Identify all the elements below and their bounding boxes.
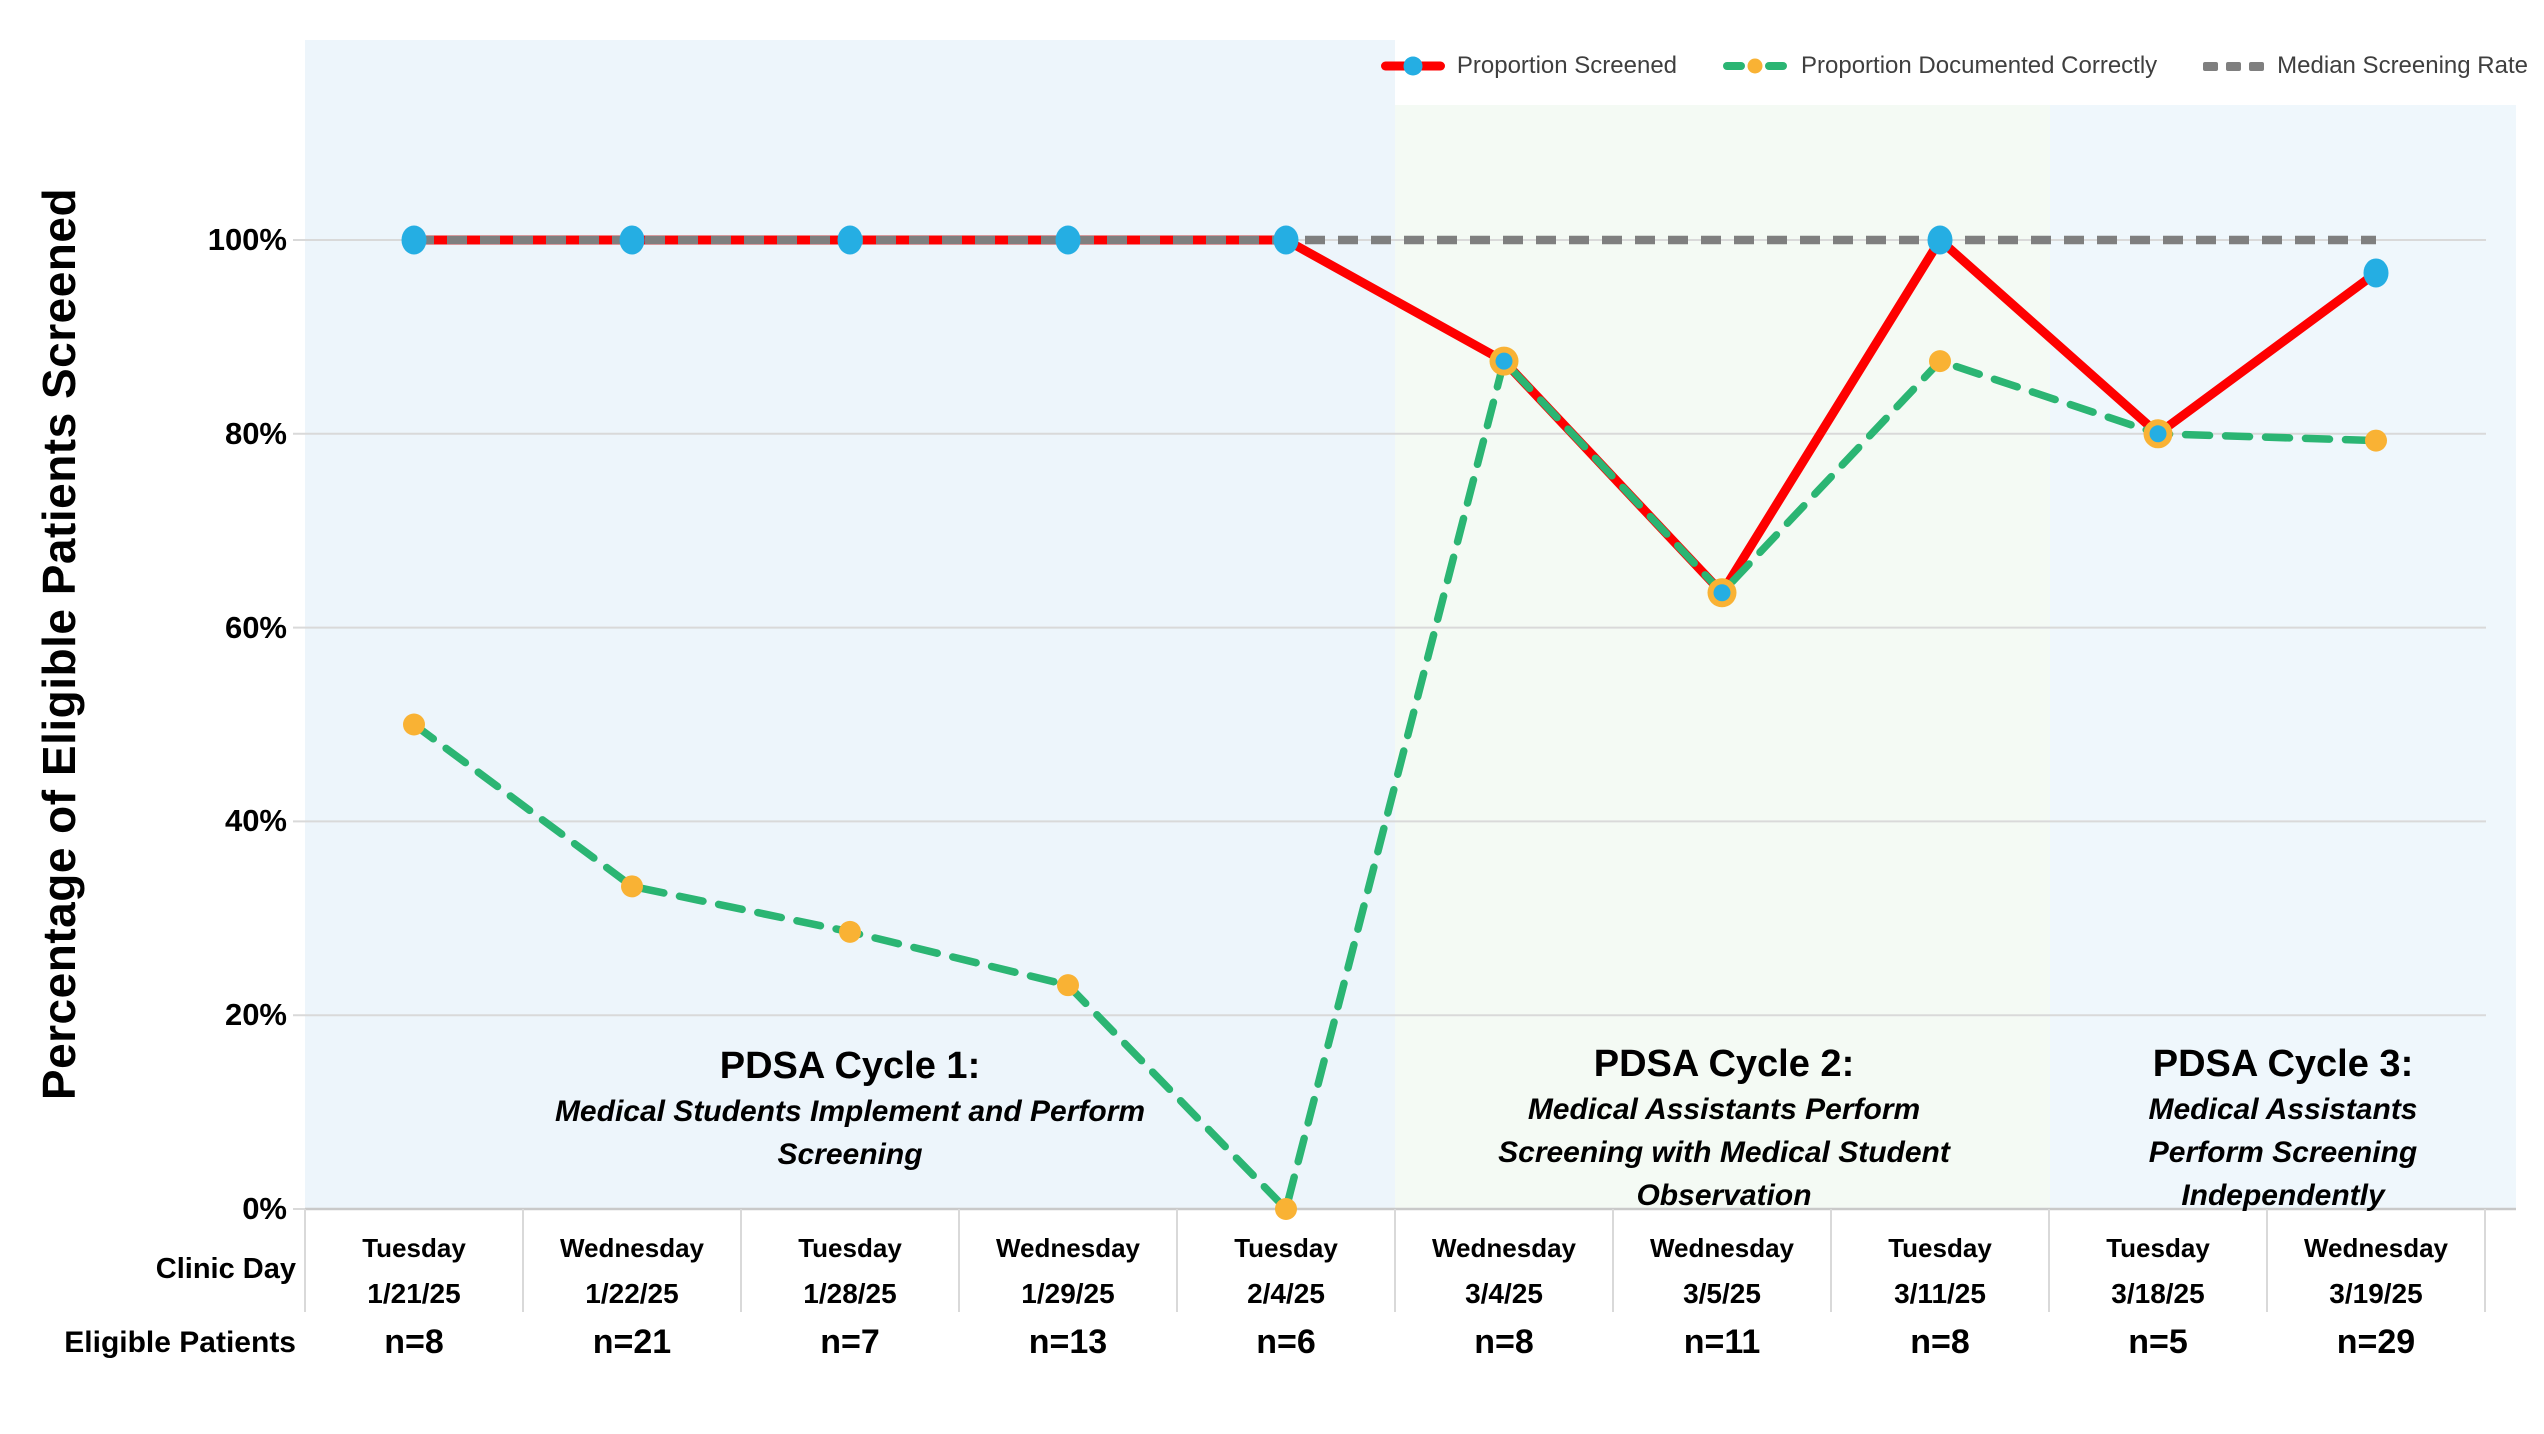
screened-marker [837,225,863,255]
column-1-date: 1/21/25 [367,1278,461,1309]
column-4-day: Wednesday [995,1233,1140,1263]
column-9-day: Tuesday [2106,1233,2210,1263]
column-4-n: n=13 [1028,1323,1108,1361]
column-9-n: n=5 [2128,1323,2188,1361]
column-1-n: n=8 [384,1323,444,1361]
pdsa-subtitle-line: Medical Students Implement and Perform [554,1095,1146,1128]
screened-marker [619,225,645,255]
pdsa-title: PDSA Cycle 1: [719,1045,981,1087]
pdsa-subtitle-line: Medical Assistants Perform [1527,1093,1921,1126]
y-tick-label-80: 80% [224,415,287,451]
eligible-patients-row-label: Eligible Patients [64,1326,296,1359]
documented-marker [403,713,425,736]
pdsa-annotation-3: PDSA Cycle 3: Medical Assistants Perform S… [2053,1040,2513,1217]
screened-marker [2363,258,2389,288]
y-tick-label-20: 20% [224,997,287,1033]
column-8-date: 3/11/25 [1894,1278,1986,1309]
proportion-documented-line [410,357,2380,1213]
pdsa-region-2 [1395,105,2050,1209]
column-7-n: n=11 [1683,1323,1761,1361]
column-7-date: 3/5/25 [1683,1278,1761,1309]
column-10-n: n=29 [2336,1323,2416,1361]
y-tick-label-60: 60% [224,609,287,645]
column-7-day: Wednesday [1649,1233,1794,1263]
column-6-date: 3/4/25 [1465,1278,1543,1309]
column-10-date: 3/19/25 [2329,1278,2423,1309]
pdsa-subtitle-line: Screening [777,1138,923,1171]
documented-marker [2365,429,2387,452]
column-8-day: Tuesday [1888,1233,1992,1263]
column-2-day: Wednesday [559,1233,704,1263]
green-dash-orange-dot-icon [1723,58,1788,74]
pdsa-region-3 [2050,105,2516,1209]
pdsa-annotation-2: PDSA Cycle 2: Medical Assistants Perform S… [1410,1040,2038,1217]
column-3-n: n=7 [820,1323,880,1361]
pdsa-subtitle-line: Observation [1636,1179,1812,1212]
legend-item-2: Proportion Documented Correctly [1723,52,2157,80]
column-1-day: Tuesday [362,1233,466,1263]
red-line-blue-dot-icon [1380,56,1445,76]
pdsa-subtitle-line: Independently [2181,1179,2385,1212]
pdsa-title: PDSA Cycle 3: [2152,1043,2414,1085]
pdsa-subtitle-line: Perform Screening [2148,1136,2418,1169]
legend: Proportion Screened Proportion Documented… [1380,52,2528,80]
legend-label: Median Screening Rate [2277,52,2528,79]
documented-marker [1275,1198,1297,1220]
column-2-n: n=21 [592,1323,672,1361]
y-tick-label-40: 40% [224,803,287,839]
legend-item-1: Proportion Screened [1380,52,1678,80]
pdsa-region-1 [305,40,1395,1209]
screened-marker [1055,225,1081,255]
pdsa-subtitle-line: Screening with Medical Student [1498,1136,1950,1169]
legend-label: Proportion Screened [1456,52,1678,79]
column-5-date: 2/4/25 [1247,1278,1325,1309]
documented-marker [1057,974,1079,997]
column-3-day: Tuesday [798,1233,902,1263]
documented-marker [1929,350,1951,373]
column-9-date: 3/18/25 [2111,1278,2205,1309]
y-tick-label-0: 0% [242,1191,287,1226]
column-4-date: 1/29/25 [1021,1278,1115,1309]
overlap-marker-core [2149,425,2167,443]
overlap-marker-core [1713,584,1731,602]
y-axis-label: Percentage of Eligible Patients Screened [33,187,85,1101]
legend-item-3: Median Screening Rate [2203,52,2528,80]
clinic-day-row-label: Clinic Day [155,1253,296,1285]
y-tick-label-100: 100% [207,222,287,257]
pdsa-annotation-1: PDSA Cycle 1: Medical Students Implement … [500,1042,1200,1176]
proportion-screened-line [409,235,2381,598]
overlap-marker-core [1495,352,1513,370]
column-8-n: n=8 [1910,1323,1970,1361]
column-5-n: n=6 [1256,1323,1316,1361]
column-5-day: Tuesday [1234,1233,1338,1263]
column-3-date: 1/28/25 [803,1278,897,1309]
pdsa-title: PDSA Cycle 2: [1593,1043,1855,1085]
column-6-n: n=8 [1474,1323,1534,1361]
gray-dash-icon [2203,62,2265,71]
pdsa-subtitle-line: Medical Assistants [2148,1093,2418,1126]
screened-marker [1273,225,1299,255]
screened-marker [401,225,427,255]
column-2-date: 1/22/25 [585,1278,679,1309]
column-10-day: Wednesday [2303,1233,2448,1263]
documented-marker [839,920,861,943]
documented-marker [621,875,643,898]
column-6-day: Wednesday [1431,1233,1576,1263]
screened-marker [1927,225,1953,255]
legend-label: Proportion Documented Correctly [1801,52,2158,79]
